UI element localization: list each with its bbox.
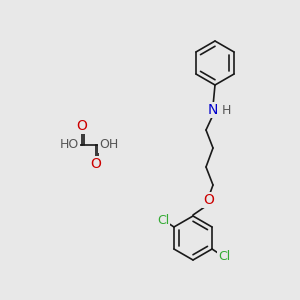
- Text: O: O: [204, 193, 214, 207]
- Text: H: H: [221, 103, 231, 116]
- Text: N: N: [208, 103, 218, 117]
- Text: O: O: [91, 157, 101, 171]
- Text: Cl: Cl: [157, 214, 169, 226]
- Text: Cl: Cl: [218, 250, 230, 262]
- Text: HO: HO: [59, 139, 79, 152]
- Text: O: O: [76, 119, 87, 133]
- Text: OH: OH: [99, 139, 119, 152]
